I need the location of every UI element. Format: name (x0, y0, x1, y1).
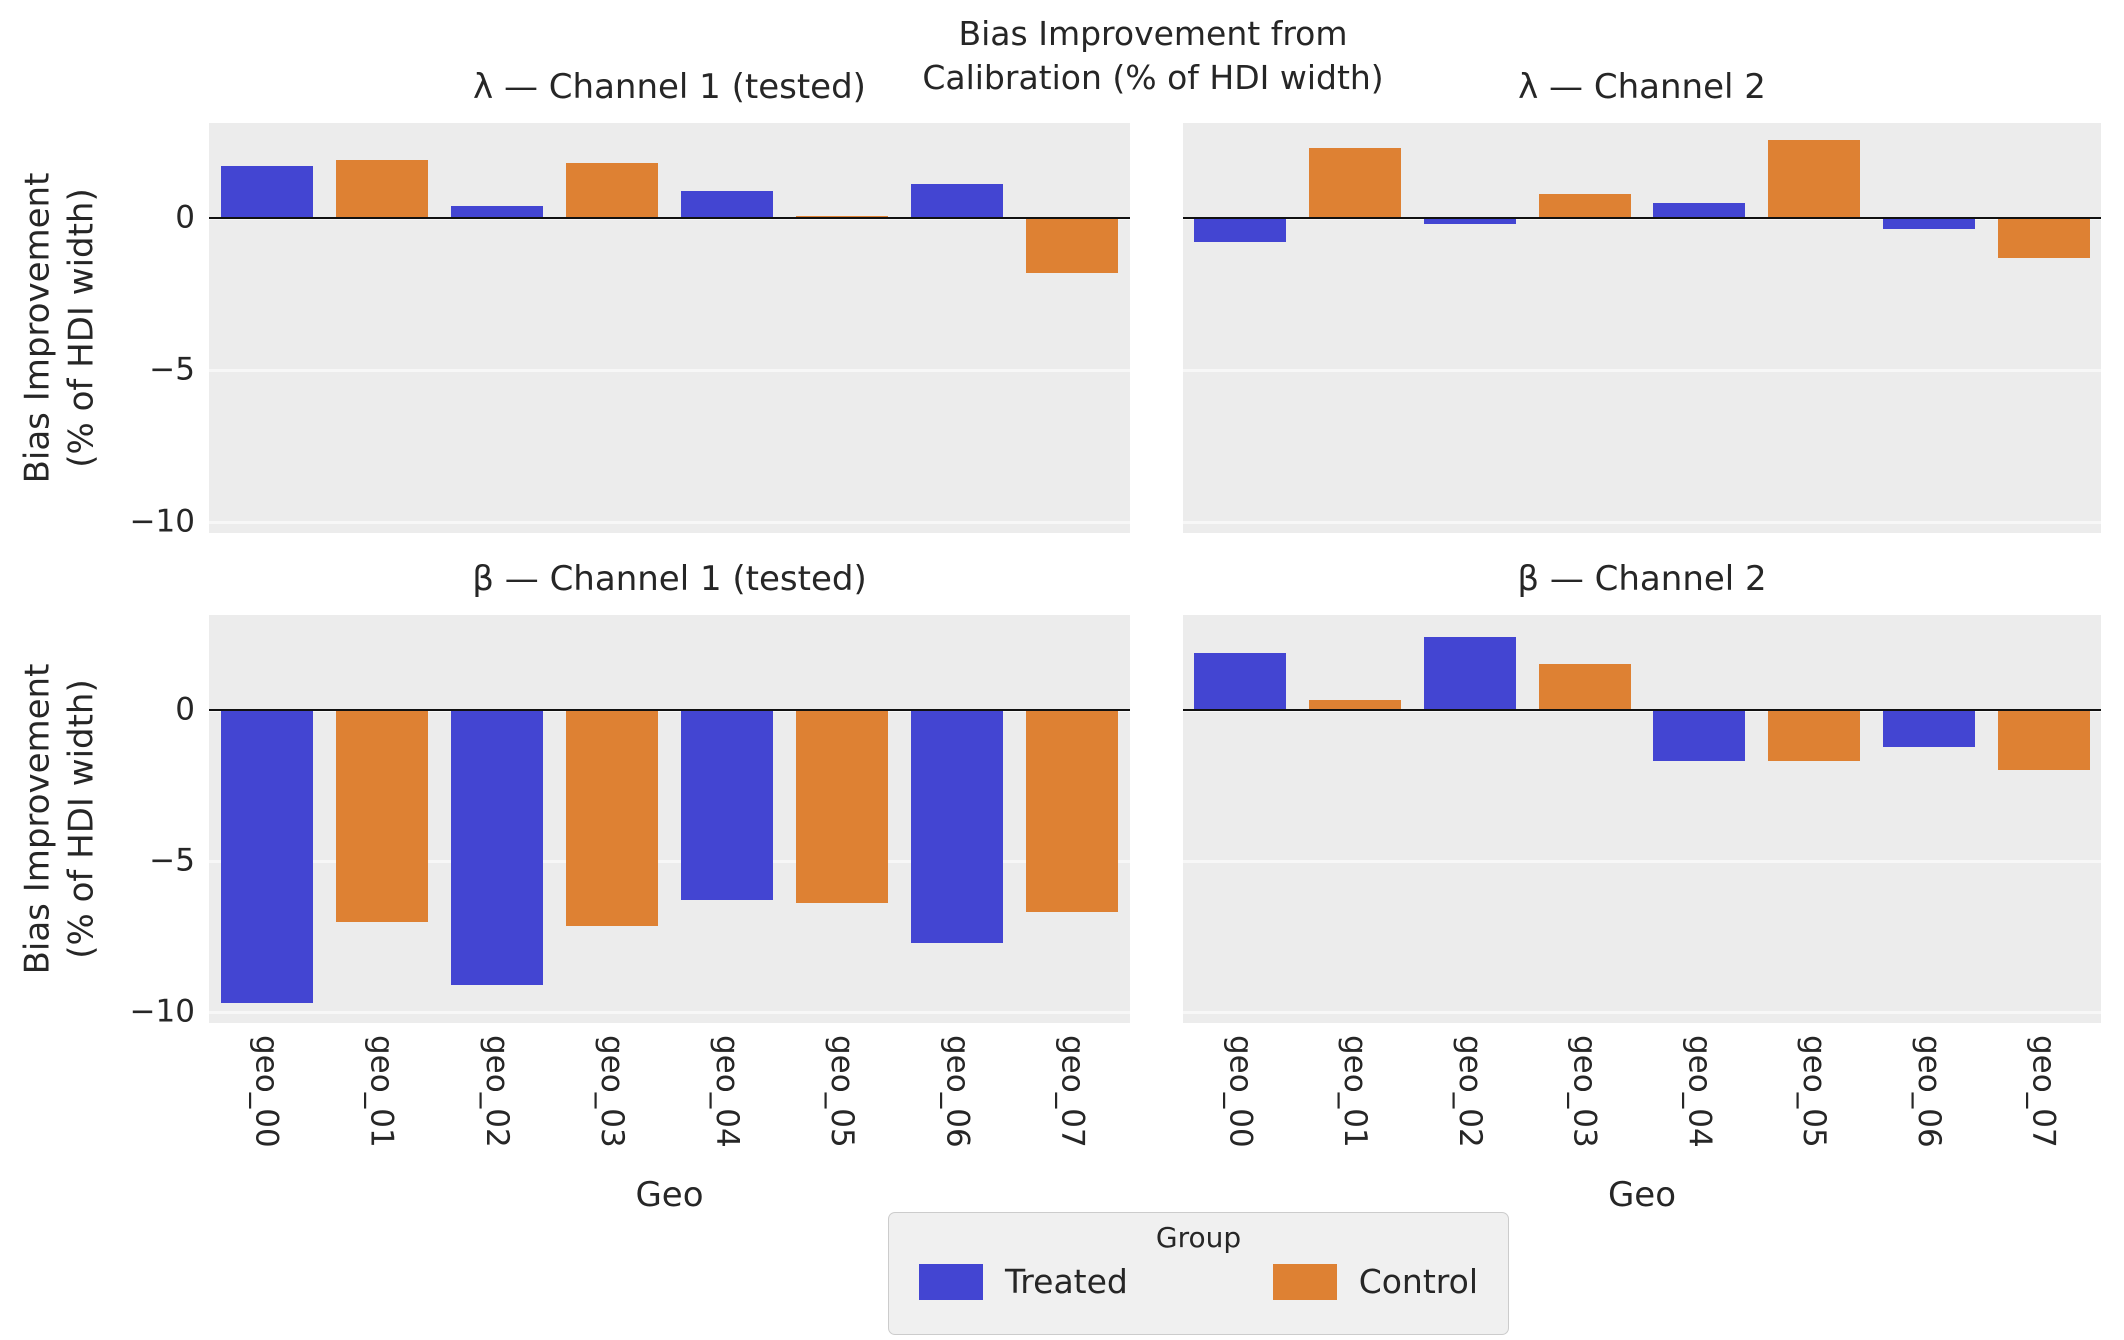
y-tick-label: −10 (129, 503, 195, 540)
gridline (209, 1011, 1130, 1015)
legend-items: Treated Control (919, 1262, 1478, 1301)
bar-geo_01 (335, 709, 428, 922)
bar-geo_07 (1997, 217, 2090, 258)
y-tick-label: 0 (175, 199, 195, 236)
zero-axis-line (209, 216, 1130, 219)
gridline (209, 521, 1130, 525)
bar-geo_03 (565, 709, 658, 927)
subplot-title: λ — Channel 1 (tested) (473, 67, 866, 107)
gridline (209, 369, 1130, 373)
gridline (1183, 859, 2101, 863)
x-tick-label-geo_00: geo_00 (248, 1035, 285, 1148)
subplot-title: β — Channel 2 (1517, 559, 1767, 599)
plot-area (209, 123, 1130, 533)
x-tick-label-geo_06: geo_06 (1910, 1035, 1947, 1148)
subplot-lambda-channel-2: λ — Channel 2 (1183, 67, 2101, 533)
x-tick-label-geo_01: geo_01 (1337, 1035, 1374, 1148)
bar-geo_00 (220, 166, 313, 218)
bar-geo_02 (450, 205, 543, 218)
gridline (1183, 521, 2101, 525)
bar-geo_01 (335, 160, 428, 218)
bar-geo_02 (1423, 636, 1516, 710)
bar-geo_04 (1653, 202, 1746, 218)
bar-geo_02 (1423, 217, 1516, 225)
bar-geo_05 (796, 709, 889, 904)
x-tick-label-geo_01: geo_01 (363, 1035, 400, 1148)
x-axis-label: Geo (1607, 1175, 1677, 1215)
control-color-swatch (1272, 1263, 1337, 1300)
bar-geo_07 (1026, 217, 1119, 273)
gridline (209, 859, 1130, 863)
plot-area (1183, 123, 2101, 533)
y-tick-label: −5 (149, 351, 195, 388)
bar-geo_07 (1997, 709, 2090, 771)
bar-geo_06 (911, 709, 1004, 943)
x-tick-label-geo_04: geo_04 (1681, 1035, 1718, 1148)
bar-geo_04 (681, 190, 774, 218)
subplot-beta-channel-2: β — Channel 2 Geo geo_00 geo_01 geo_02 geo_… (1183, 559, 2101, 1215)
y-axis-label: Bias Improvement (% of HDI width) (17, 663, 101, 975)
gridline (1183, 369, 2101, 373)
bar-geo_05 (1768, 709, 1861, 761)
x-tick-label-geo_05: geo_05 (824, 1035, 861, 1148)
x-tick-label-geo_02: geo_02 (478, 1035, 515, 1148)
x-tick-label-geo_06: geo_06 (939, 1035, 976, 1148)
legend: Group Treated Control (888, 1212, 1509, 1335)
legend-item-treated: Treated (919, 1262, 1128, 1301)
x-tick-label-geo_03: geo_03 (1566, 1035, 1603, 1148)
x-tick-label-geo_03: geo_03 (593, 1035, 630, 1148)
zero-axis-line (209, 708, 1130, 711)
bar-geo_00 (220, 709, 313, 1004)
x-tick-label-geo_07: geo_07 (2025, 1035, 2062, 1148)
bar-geo_01 (1309, 147, 1402, 218)
gridline (1183, 1011, 2101, 1015)
legend-title: Group (1155, 1221, 1242, 1254)
figure-title: Bias Improvement from Calibration (% of … (922, 14, 1384, 97)
x-tick-label-geo_07: geo_07 (1054, 1035, 1091, 1148)
x-tick-label-geo_05: geo_05 (1796, 1035, 1833, 1148)
subplot-title: λ — Channel 2 (1518, 67, 1766, 107)
bar-geo_04 (681, 709, 774, 901)
bar-geo_01 (1309, 700, 1402, 710)
y-axis-label: Bias Improvement (% of HDI width) (17, 172, 101, 484)
x-axis-label: Geo (635, 1175, 704, 1215)
bar-geo_06 (911, 184, 1004, 218)
subplot-beta-channel-1: β — Channel 1 (tested) Bias Improvement … (17, 559, 1130, 1215)
bar-geo_06 (1882, 217, 1975, 229)
bar-geo_07 (1026, 709, 1119, 913)
x-tick-label-geo_02: geo_02 (1451, 1035, 1488, 1148)
bar-geo_05 (1768, 140, 1861, 218)
bar-geo_00 (1194, 653, 1287, 710)
bar-geo_04 (1653, 709, 1746, 761)
y-tick-label: 0 (175, 690, 195, 727)
y-tick-label: −5 (149, 842, 195, 879)
x-tick-label-geo_00: geo_00 (1222, 1035, 1259, 1148)
bar-geo_03 (1538, 664, 1631, 710)
bar-geo_00 (1194, 217, 1287, 243)
plot-area (209, 615, 1130, 1023)
legend-item-label: Control (1358, 1262, 1478, 1301)
plot-area (1183, 615, 2101, 1023)
bar-geo_03 (1538, 193, 1631, 218)
legend-item-control: Control (1272, 1262, 1478, 1301)
treated-color-swatch (919, 1263, 983, 1300)
bar-geo_02 (450, 709, 543, 986)
y-tick-label: −10 (129, 993, 195, 1030)
legend-item-label: Treated (1005, 1262, 1128, 1301)
subplot-lambda-channel-1: λ — Channel 1 (tested) Bias Improvement … (17, 67, 1130, 540)
subplot-title: β — Channel 1 (tested) (472, 559, 867, 599)
bar-geo_06 (1882, 709, 1975, 748)
bar-geo_03 (565, 163, 658, 218)
zero-axis-line (1183, 708, 2101, 711)
x-tick-label-geo_04: geo_04 (709, 1035, 746, 1148)
zero-axis-line (1183, 216, 2101, 219)
